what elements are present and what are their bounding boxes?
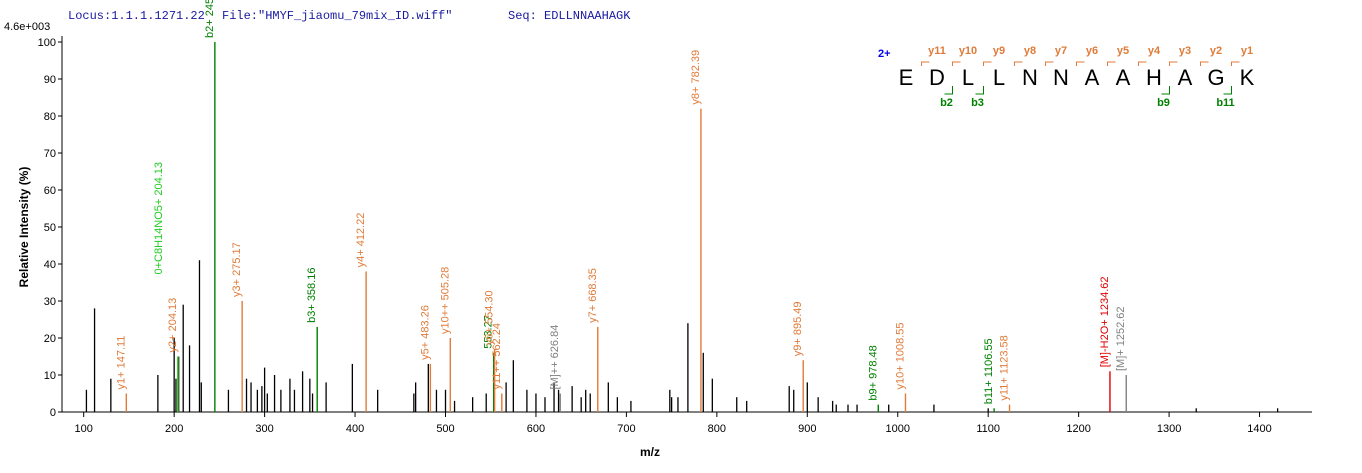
y-ion: y11 xyxy=(928,45,946,57)
peak-label: y8+ 782.39 xyxy=(690,50,702,105)
peak-label: [M]-H2O+ 1234.62 xyxy=(1099,276,1111,367)
peak-label: b2+ 245.0 xyxy=(204,0,216,38)
y-ion: y2 xyxy=(1210,45,1222,57)
residue: E xyxy=(899,65,914,90)
residue: L xyxy=(962,65,974,90)
peak-label: b11+ 1106.55 xyxy=(983,338,995,404)
b-ion-tick xyxy=(975,86,984,95)
b-ion-tick xyxy=(944,86,953,95)
y-tick-label: 70 xyxy=(44,148,56,160)
y-ion: y6 xyxy=(1086,45,1098,57)
y-ion-tick xyxy=(1076,61,1085,66)
y-tick-label: 80 xyxy=(44,111,56,123)
y-ion-tick xyxy=(1045,61,1054,66)
y-tick-label: 90 xyxy=(44,74,56,86)
y-ion-tick xyxy=(1138,61,1147,66)
x-tick-label: 400 xyxy=(346,423,364,435)
x-tick-label: 200 xyxy=(165,423,183,435)
y-tick-label: 30 xyxy=(44,296,56,308)
peak-label: b3+ 358.16 xyxy=(306,268,318,323)
peak-label: y1+ 147.11 xyxy=(115,336,127,390)
y-ion-tick xyxy=(952,61,961,66)
peak-label: [M]+ 1252.62 xyxy=(1115,306,1127,371)
y-ion: y4 xyxy=(1148,45,1161,57)
y-tick-label: 50 xyxy=(44,222,56,234)
x-tick-label: 1300 xyxy=(1157,423,1181,435)
x-tick-label: 900 xyxy=(798,423,816,435)
y-ion-tick xyxy=(1014,61,1023,66)
b-ion: b9 xyxy=(1157,97,1170,109)
x-tick-label: 800 xyxy=(708,423,726,435)
b-ion-tick xyxy=(1161,86,1170,95)
peak-label: y11+ 1123.58 xyxy=(999,335,1011,400)
y-tick-label: 0 xyxy=(50,407,56,419)
peak-label: y6+ 554.30 xyxy=(484,290,496,345)
x-tick-label: 1000 xyxy=(886,423,910,435)
b-ion-tick xyxy=(1223,86,1232,95)
b-ion: b2 xyxy=(940,97,953,109)
y-tick-label: 20 xyxy=(44,333,56,345)
peak-label: y10+ 1008.55 xyxy=(894,323,906,390)
b-ion: b3 xyxy=(971,97,984,109)
y-tick-label: 100 xyxy=(38,37,56,49)
peak-label: y4+ 412.22 xyxy=(355,213,367,268)
y-ion-tick xyxy=(1200,61,1209,66)
x-tick-label: 300 xyxy=(255,423,273,435)
residue: N xyxy=(1022,65,1038,90)
peak-label: 0+C8H14NO5+ 204.13 xyxy=(153,162,165,275)
x-tick-label: 1400 xyxy=(1247,423,1271,435)
residue: G xyxy=(1207,65,1224,90)
peak-label: b9+ 978.48 xyxy=(867,345,879,400)
y-ion-tick xyxy=(1169,61,1178,66)
y-tick-label: 10 xyxy=(44,370,56,382)
scale-label: 4.6e+003 xyxy=(4,21,50,33)
residue: L xyxy=(993,65,1005,90)
residue: A xyxy=(1116,65,1131,90)
charge: 2+ xyxy=(878,48,891,60)
x-tick-label: 500 xyxy=(436,423,454,435)
peak-label: [M]++ 626.84 xyxy=(549,325,561,390)
y-ion: y3 xyxy=(1179,45,1191,57)
y-ion: y10 xyxy=(959,45,977,57)
x-tick-label: 600 xyxy=(527,423,545,435)
x-tick-label: 1200 xyxy=(1066,423,1090,435)
y-axis-label: Relative Intensity (%) xyxy=(17,167,31,288)
seq: Seq: EDLLNNAAHAGK xyxy=(508,9,631,23)
y-ion-tick xyxy=(1231,61,1240,66)
x-tick-label: 100 xyxy=(75,423,93,435)
residue: H xyxy=(1146,65,1162,90)
peak-label: y9+ 895.49 xyxy=(792,301,804,356)
residue: N xyxy=(1053,65,1069,90)
b-ion: b11 xyxy=(1216,97,1234,109)
peak-label: y10++ 505.28 xyxy=(439,267,451,334)
y-ion: y5 xyxy=(1117,45,1129,57)
residue: A xyxy=(1085,65,1100,90)
residue: D xyxy=(929,65,945,90)
y-ion-tick xyxy=(1107,61,1116,66)
peak-label: y2+ 204.13 xyxy=(167,298,179,353)
y-ion-tick xyxy=(921,61,930,66)
y-ion-tick xyxy=(983,61,992,66)
file: File:"HMYF_jiaomu_79mix_ID.wiff" xyxy=(222,9,452,23)
x-tick-label: 1100 xyxy=(976,423,1000,435)
y-ion: y7 xyxy=(1055,45,1067,57)
y-ion: y8 xyxy=(1024,45,1036,57)
x-tick-label: 700 xyxy=(617,423,635,435)
y-tick-label: 60 xyxy=(44,185,56,197)
peak-label: y11++ 562.24 xyxy=(491,323,503,389)
residue: A xyxy=(1178,65,1193,90)
y-tick-label: 40 xyxy=(44,259,56,271)
x-axis-label: m/z xyxy=(640,445,660,459)
peak-label: 553.27 xyxy=(483,315,495,349)
peak-label: y3+ 275.17 xyxy=(231,242,243,297)
locus: Locus:1.1.1.1271.22 xyxy=(68,9,205,23)
peak-label: y5+ 483.26 xyxy=(419,305,431,360)
peak-label: y7+ 668.35 xyxy=(587,268,599,323)
y-ion: y9 xyxy=(993,45,1005,57)
y-ion: y1 xyxy=(1241,45,1253,57)
residue: K xyxy=(1240,65,1255,90)
